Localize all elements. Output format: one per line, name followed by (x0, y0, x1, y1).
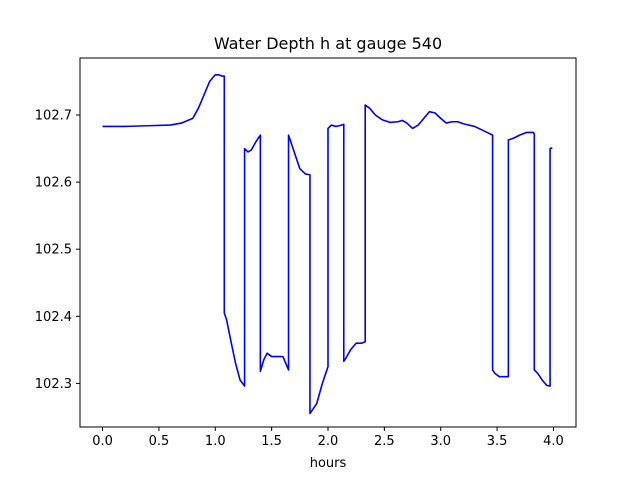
x-tick-label: 0.5 (149, 434, 170, 449)
y-tick-label: 102.5 (35, 243, 72, 258)
x-tick-label: 2.0 (318, 434, 339, 449)
x-axis-label: hours (310, 456, 347, 471)
x-tick-label: 2.5 (374, 434, 395, 449)
y-axis-ticks: 102.3 102.4 102.5 102.6 102.7 (35, 109, 80, 392)
chart-title: Water Depth h at gauge 540 (214, 34, 442, 53)
x-tick-label: 0.0 (92, 434, 113, 449)
x-axis-ticks: 0.0 0.5 1.0 1.5 2.0 2.5 3.0 3.5 4.0 (92, 427, 564, 449)
x-tick-label: 3.0 (430, 434, 451, 449)
x-tick-label: 1.0 (205, 434, 226, 449)
y-tick-label: 102.4 (35, 310, 72, 325)
y-tick-label: 102.7 (35, 109, 72, 124)
x-tick-label: 1.5 (261, 434, 282, 449)
y-tick-label: 102.6 (35, 176, 72, 191)
x-tick-label: 3.5 (487, 434, 508, 449)
y-tick-label: 102.3 (35, 377, 72, 392)
plot-lines (102, 73, 553, 415)
x-tick-label: 4.0 (543, 434, 564, 449)
series-line-1 (102, 73, 553, 415)
